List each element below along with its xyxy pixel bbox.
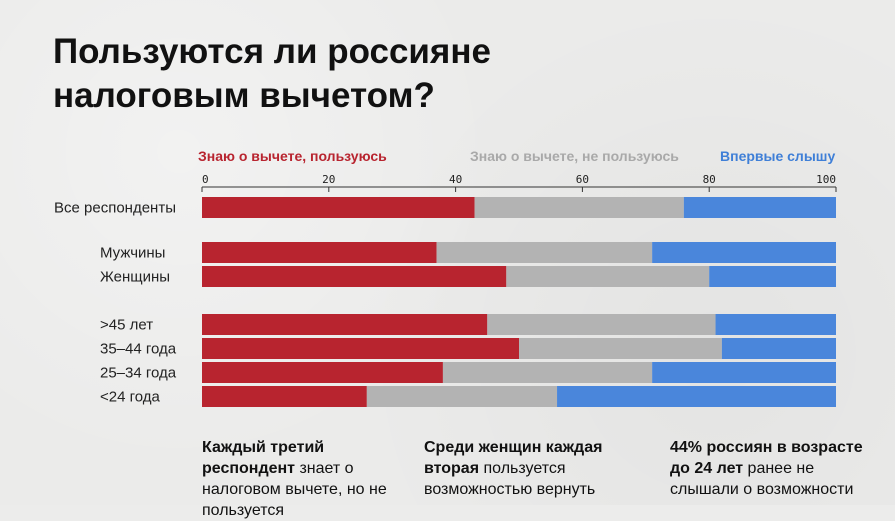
row-label-2: Женщины [100, 269, 170, 286]
row-label-0: Все респонденты [54, 200, 176, 217]
bar-1-2 [652, 242, 836, 263]
bar-3-0 [202, 314, 488, 335]
row-label-3: >45 лет [100, 317, 153, 334]
legend-label-not-use: Знаю о вычете, не пользуюсь [470, 148, 679, 164]
bar-5-2 [652, 362, 836, 383]
legend-label-first-time: Впервые слышу [720, 148, 836, 164]
stacked-bar-chart: 0 20 40 60 80 100 Все респонденты Мужчины Женщин… [54, 173, 837, 407]
x-tick-label-0: 0 [202, 173, 209, 186]
x-tick-label-20: 20 [322, 173, 335, 186]
row-label-6: <24 года [100, 389, 161, 406]
legend-label-use: Знаю о вычете, пользуюсь [198, 148, 387, 164]
note-1-bold: Каждый третий респондент [202, 439, 325, 477]
chart-title: Пользуются ли россияне налоговым вычетом… [53, 32, 491, 115]
row-label-5: 25–34 года [100, 365, 177, 382]
bar-6-2 [557, 386, 836, 407]
x-tick-label-40: 40 [449, 173, 462, 186]
row-label-1: Мужчины [100, 245, 165, 262]
bar-5-0 [202, 362, 443, 383]
bar-6-0 [202, 386, 367, 407]
bar-4-2 [721, 338, 836, 359]
bar-1-0 [202, 242, 437, 263]
note-3: 44% россиян в возрасте до 24 лет ранее н… [670, 437, 880, 500]
bar-2-1 [506, 266, 710, 287]
x-tick-label-60: 60 [576, 173, 589, 186]
bar-4-0 [202, 338, 519, 359]
bar-3-2 [715, 314, 836, 335]
bar-0-2 [683, 197, 836, 218]
bar-6-1 [366, 386, 558, 407]
bar-2-0 [202, 266, 507, 287]
x-tick-label-100: 100 [816, 173, 836, 186]
legend-item-not-use: Знаю о вычете, не пользуюсь [470, 148, 679, 164]
note-3-text: ранее не слышали о возможности [670, 460, 854, 498]
note-2: Среди женщин каждая вторая пользуется во… [424, 437, 634, 500]
bar-3-1 [487, 314, 716, 335]
bar-4-1 [519, 338, 722, 359]
legend-item-first-time: Впервые слышу [720, 148, 835, 164]
bar-0-0 [202, 197, 475, 218]
bar-2-2 [709, 266, 836, 287]
note-2-bold: Среди женщин каждая вторая [424, 439, 603, 477]
note-2-text: пользуется возможностью вернуть [424, 460, 596, 498]
legend-item-use: Знаю о вычете, пользуюсь [198, 148, 387, 164]
bar-1-1 [436, 242, 653, 263]
bar-5-1 [442, 362, 653, 383]
bar-0-1 [474, 197, 684, 218]
x-tick-label-80: 80 [703, 173, 716, 186]
note-3-bold: 44% россиян в возрасте до 24 лет [670, 439, 863, 477]
row-label-4: 35–44 года [100, 341, 177, 358]
note-1: Каждый третий респондент знает о налогов… [202, 437, 412, 521]
